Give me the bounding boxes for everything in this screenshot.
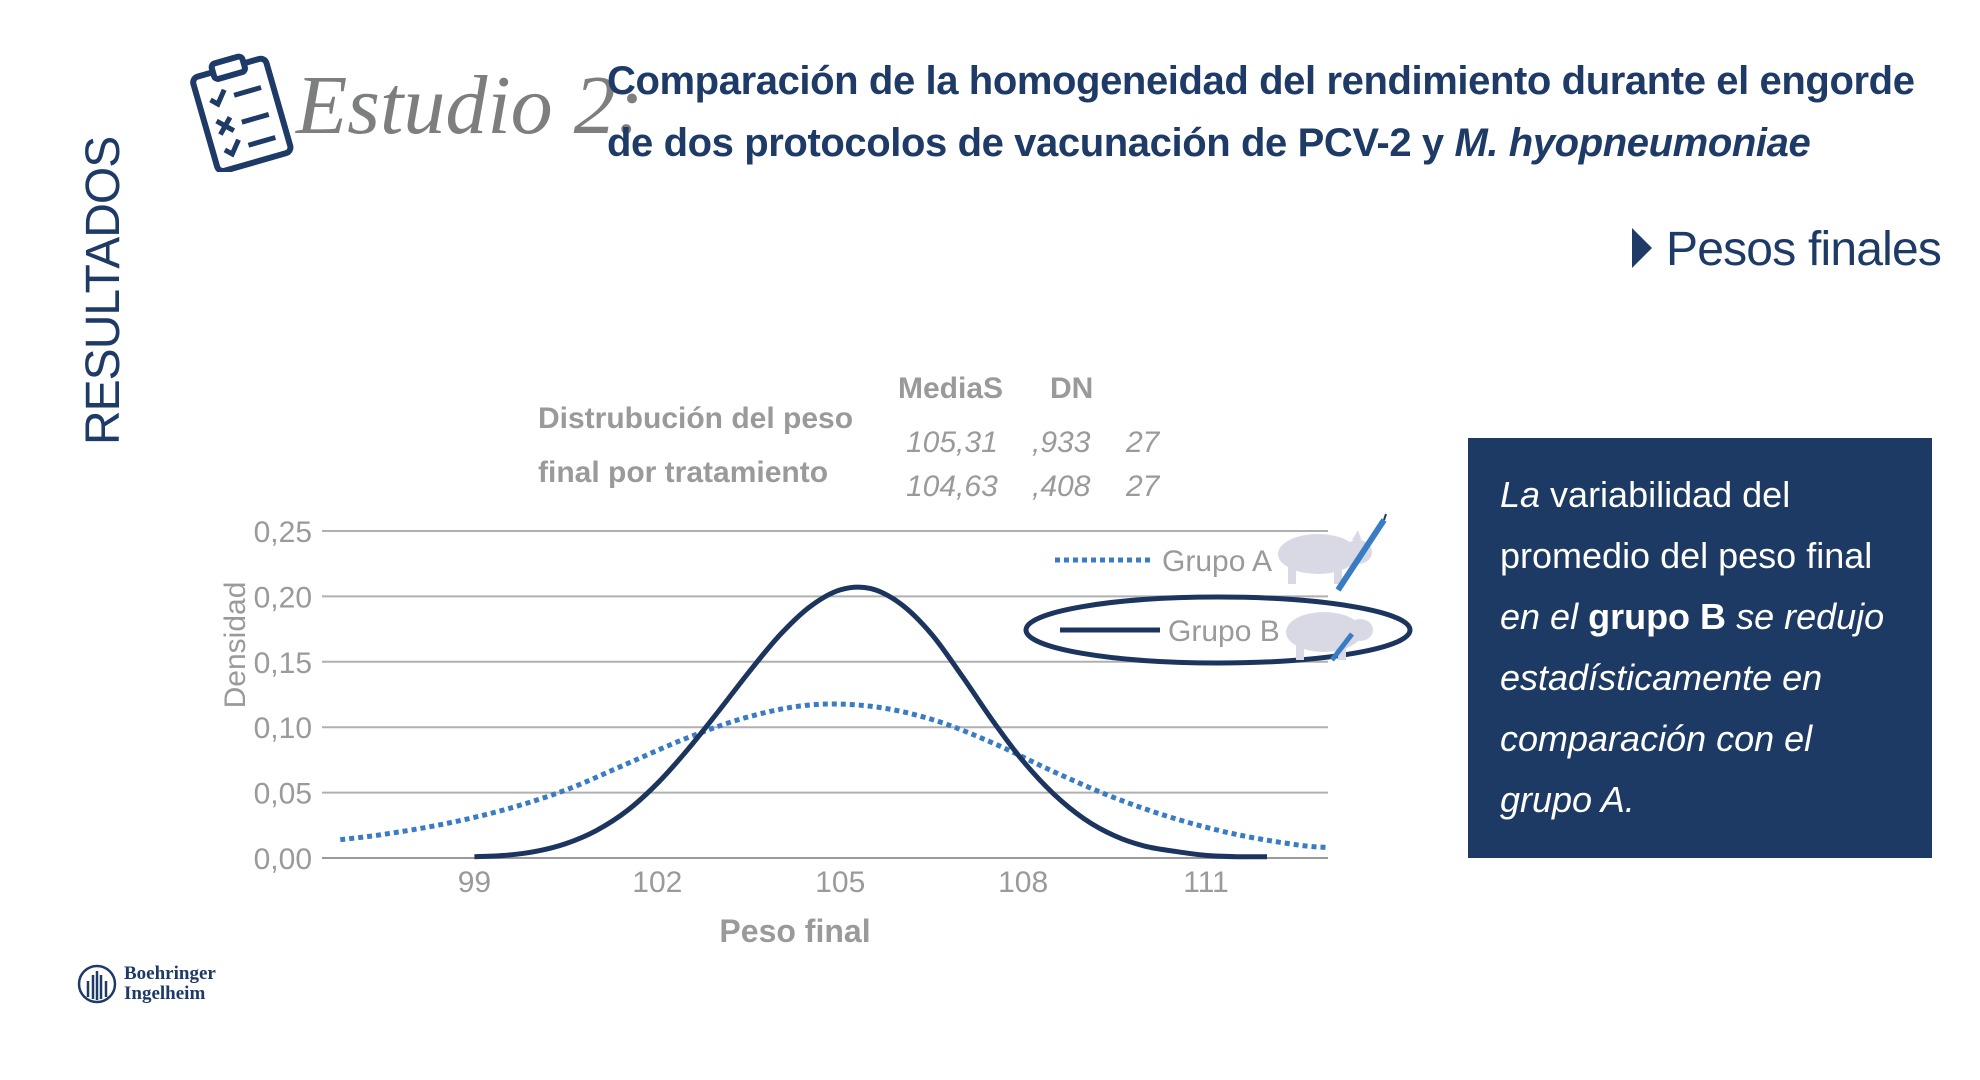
series-line-grupo-b — [474, 584, 1268, 860]
stats-row-1-sd: ,933 — [1032, 426, 1091, 459]
brand-line-2: Ingelheim — [124, 983, 206, 1004]
legend-highlight-ellipse — [1023, 594, 1413, 666]
x-tick-label: 105 — [815, 866, 865, 899]
stats-row-2-media: 104,63 — [906, 470, 998, 503]
info-text-3: en el — [1500, 596, 1589, 637]
clipboard-checklist-icon — [190, 53, 294, 172]
stats-row-1-n: 27 — [1126, 426, 1160, 459]
stats-row-2-n: 27 — [1126, 470, 1160, 503]
y-axis-label: Densidad — [219, 582, 252, 709]
info-text-2: variabilidad del promedio del peso final — [1500, 474, 1873, 576]
section-heading-text: Pesos finales — [1666, 223, 1942, 276]
x-axis-label: Peso final — [719, 913, 870, 949]
y-tick-label: 0,25 — [254, 516, 312, 549]
info-box: La variabilidad del promedio del peso fi… — [1468, 438, 1932, 858]
triangle-right-icon — [1632, 228, 1652, 269]
y-tick-label: 0,20 — [254, 581, 312, 614]
info-text-5: se redujo estadísticamente en comparació… — [1500, 596, 1885, 820]
y-tick-label: 0,05 — [254, 778, 312, 811]
brand-line-1: Boehringer — [124, 963, 216, 984]
stats-row-2-sd: ,408 — [1032, 470, 1091, 503]
x-tick-label: 99 — [458, 866, 491, 899]
brand: Boehringer Ingelheim — [76, 963, 216, 1005]
title-line-2: de dos protocolos de vacunación de PCV-2… — [607, 112, 1927, 174]
stats-title: Distrubución del peso final por tratamie… — [538, 392, 878, 500]
x-tick-label: 102 — [632, 866, 682, 899]
stats-row-1-media: 105,31 — [906, 426, 998, 459]
info-text-1: La — [1500, 474, 1541, 515]
x-tick-label: 108 — [998, 866, 1048, 899]
y-tick-label: 0,00 — [254, 843, 312, 876]
stats-col-dn-header: DN — [1050, 372, 1094, 405]
stats-col-media-header: MediaS — [898, 372, 1004, 405]
boehringer-logo-icon — [77, 964, 117, 1004]
series-line-grupo-a — [339, 701, 1329, 851]
stats-title-line-2: final por tratamiento — [538, 456, 829, 489]
stats-title-line-1: Distrubución del peso — [538, 402, 854, 435]
info-text-4: grupo B — [1588, 596, 1727, 637]
syringe-icon — [1330, 632, 1354, 662]
title-line-2-italic: M. hyopneumoniae — [1454, 121, 1811, 165]
legend-label-grupo-a: Grupo A — [1162, 545, 1272, 578]
syringe-icon — [1335, 513, 1387, 592]
legend-label-grupo-b: Grupo B — [1168, 615, 1280, 648]
y-tick-label: 0,15 — [254, 647, 312, 680]
section-heading: Pesos finales — [1632, 222, 1942, 277]
page-title: Comparación de la homogeneidad del rendi… — [607, 50, 1927, 174]
title-line-2-text: de dos protocolos de vacunación de PCV-2… — [607, 121, 1455, 165]
legend: Grupo A Grupo B — [1023, 545, 1413, 666]
y-tick-label: 0,10 — [254, 712, 312, 745]
study-label: Estudio 2: — [296, 59, 644, 152]
brand-name: Boehringer Ingelheim — [124, 964, 216, 1004]
title-line-1: Comparación de la homogeneidad del rendi… — [607, 59, 1915, 103]
x-tick-label: 111 — [1183, 866, 1229, 899]
